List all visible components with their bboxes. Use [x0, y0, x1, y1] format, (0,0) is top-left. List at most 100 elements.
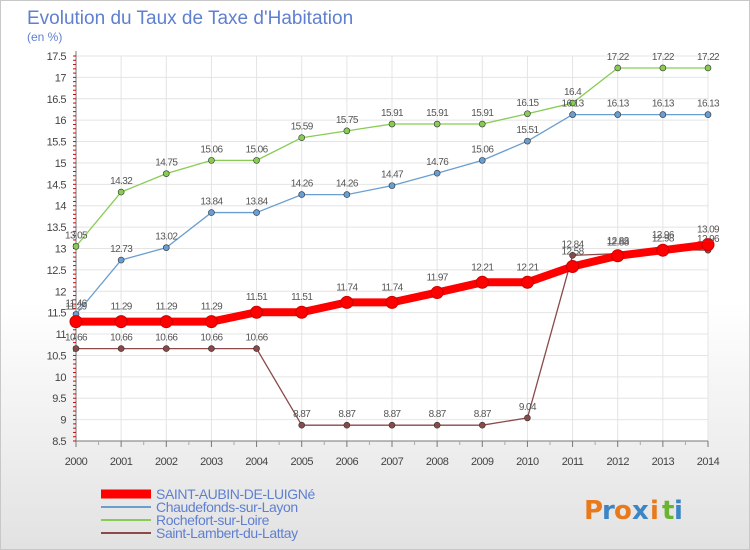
y-tick-label: 14: [55, 201, 67, 213]
legend: SAINT-AUBIN-DE-LUIGNéChaudefonds-sur-Lay…: [101, 486, 316, 541]
data-point: [430, 286, 444, 300]
data-point: [475, 275, 489, 289]
y-tick-label: 10: [55, 372, 67, 384]
x-tick-label: 2003: [200, 456, 223, 468]
data-point: [656, 243, 670, 257]
data-label: 14.26: [336, 179, 359, 190]
y-tick-label: 15.5: [47, 137, 67, 149]
data-point: [433, 421, 441, 429]
data-point: [343, 191, 351, 198]
data-point: [69, 315, 83, 329]
data-point: [162, 244, 170, 251]
data-point: [117, 256, 125, 264]
data-label: 12.98: [652, 233, 675, 244]
data-point: [162, 345, 170, 352]
data-point: [72, 243, 80, 250]
x-tick-label: 2002: [155, 456, 178, 468]
data-point: [566, 259, 580, 273]
data-label: 10.66: [110, 333, 133, 344]
chart-title: Evolution du Taux de Taxe d'Habitation: [27, 8, 353, 29]
data-point: [295, 305, 309, 319]
data-label: 17.22: [697, 52, 720, 63]
data-label: 15.91: [381, 108, 404, 119]
data-point: [704, 111, 712, 118]
data-point: [253, 157, 260, 164]
data-point: [701, 238, 715, 252]
data-label: 16.13: [607, 99, 630, 110]
data-point: [114, 315, 128, 329]
data-label: 11.74: [336, 282, 358, 293]
y-tick-label: 16.5: [47, 94, 67, 106]
data-point: [659, 64, 667, 72]
logo-letter: x: [632, 496, 649, 526]
data-point: [253, 345, 260, 352]
data-label: 12.84: [562, 239, 585, 250]
data-label: 11.29: [65, 302, 87, 313]
x-tick-label: 2001: [110, 456, 133, 468]
data-point: [478, 157, 486, 164]
data-label: 11.46: [65, 298, 87, 309]
logo-letter: r: [602, 496, 615, 526]
data-label: 15.06: [471, 144, 494, 155]
data-label: 12.73: [110, 244, 133, 255]
data-label: 14.75: [155, 158, 178, 169]
data-label: 9.04: [519, 402, 537, 413]
data-point: [569, 111, 576, 118]
data-label: 14.47: [381, 170, 404, 181]
data-point: [72, 345, 80, 352]
data-point: [388, 120, 396, 128]
data-point: [208, 345, 215, 352]
data-label: 16.4: [564, 87, 582, 98]
data-label: 12.83: [607, 236, 630, 247]
logo-letter: o: [614, 496, 632, 526]
data-label: 12.21: [516, 262, 539, 273]
x-tick-label: 2006: [336, 456, 359, 468]
x-tick-label: 2014: [697, 456, 720, 468]
y-tick-label: 9.5: [52, 393, 66, 405]
data-label: 16.15: [516, 98, 539, 109]
data-point: [340, 295, 354, 309]
data-label: 10.66: [200, 333, 223, 344]
legend-swatch: [101, 506, 151, 508]
data-label: 10.66: [246, 333, 269, 344]
data-label: 15.06: [200, 144, 223, 155]
data-label: 11.29: [110, 302, 132, 313]
data-label: 8.87: [429, 409, 447, 420]
y-tick-label: 14.5: [47, 179, 67, 191]
y-tick-label: 12.5: [47, 265, 67, 277]
x-tick-label: 2011: [562, 456, 584, 468]
data-point: [611, 249, 625, 263]
data-point: [569, 99, 576, 107]
data-point: [343, 421, 351, 429]
x-tick-label: 2000: [65, 456, 88, 468]
proxiti-logo: Pr o x i t i: [584, 496, 683, 526]
data-point: [253, 209, 260, 216]
y-tick-label: 10.5: [47, 350, 67, 362]
data-point: [659, 111, 667, 118]
data-label: 11.74: [381, 282, 403, 293]
chart-subtitle: (en %): [27, 30, 62, 44]
series-layer: [69, 64, 715, 429]
data-point: [117, 345, 125, 352]
y-tick-label: 17.5: [47, 51, 67, 63]
x-tick-label: 2010: [516, 456, 539, 468]
data-point: [298, 421, 306, 429]
data-label: 15.06: [246, 144, 269, 155]
logo-letter: t: [662, 496, 674, 526]
data-label: 16.13: [697, 99, 720, 110]
logo-letter: i: [650, 496, 659, 526]
data-label: 12.88: [607, 238, 630, 249]
data-point: [614, 64, 622, 72]
data-point: [208, 157, 215, 164]
data-point: [704, 64, 712, 72]
data-point: [250, 305, 264, 319]
data-label: 17.22: [607, 52, 630, 63]
data-label: 12.96: [697, 234, 720, 245]
data-label: 14.76: [426, 157, 449, 168]
data-label: 13.84: [200, 197, 223, 208]
data-point: [159, 315, 173, 329]
data-label: 13.09: [697, 225, 720, 236]
legend-swatch: [101, 489, 151, 499]
